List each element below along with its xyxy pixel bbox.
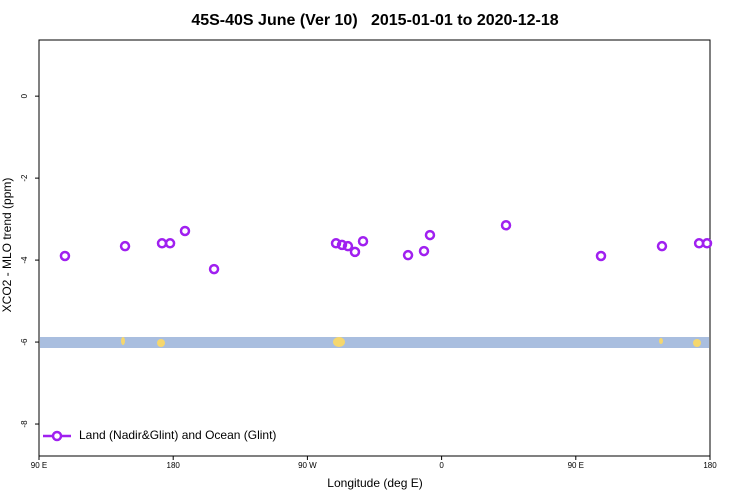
point [595,250,607,262]
land [659,338,663,344]
point [164,238,176,249]
land [333,337,345,347]
point [500,220,512,231]
point [701,238,713,249]
point [357,235,369,247]
chart-title: 45S-40S June (Ver 10) 2015-01-01 to 2020… [191,12,558,29]
point [342,240,354,252]
y-tick-label: -2 [20,174,29,182]
plot-frame [38,39,711,457]
y-tick-label: -6 [20,338,29,346]
point [208,263,220,275]
point [179,225,191,237]
land [693,339,701,347]
y-tick-label: 0 [20,93,29,98]
x-tick-label: 180 [167,461,181,470]
y-tick-label: -8 [20,420,29,428]
point [349,246,361,258]
point [418,245,430,257]
point [402,249,414,261]
point [424,229,436,241]
point [156,238,168,249]
point [330,238,342,249]
point [59,250,71,262]
x-tick-label: 90 W [298,461,317,470]
x-axis-label: Longitude (deg E) [327,476,422,490]
y-tick-label: -4 [20,256,29,264]
land [121,337,125,345]
y-axis-label: XCO2 - MLO trend (ppm) [0,178,14,313]
legend-marker [51,430,63,442]
x-tick-label: 90 E [31,461,47,470]
x-tick-label: 180 [703,461,717,470]
x-tick-label: 0 [439,461,444,470]
legend-label: Land (Nadir&Glint) and Ocean (Glint) [79,428,276,442]
point [336,239,348,251]
land-strip [40,337,709,348]
ocean-band [40,337,709,348]
point [119,240,131,252]
land [157,339,165,347]
point [656,240,668,252]
x-tick-label: 90 E [568,461,584,470]
